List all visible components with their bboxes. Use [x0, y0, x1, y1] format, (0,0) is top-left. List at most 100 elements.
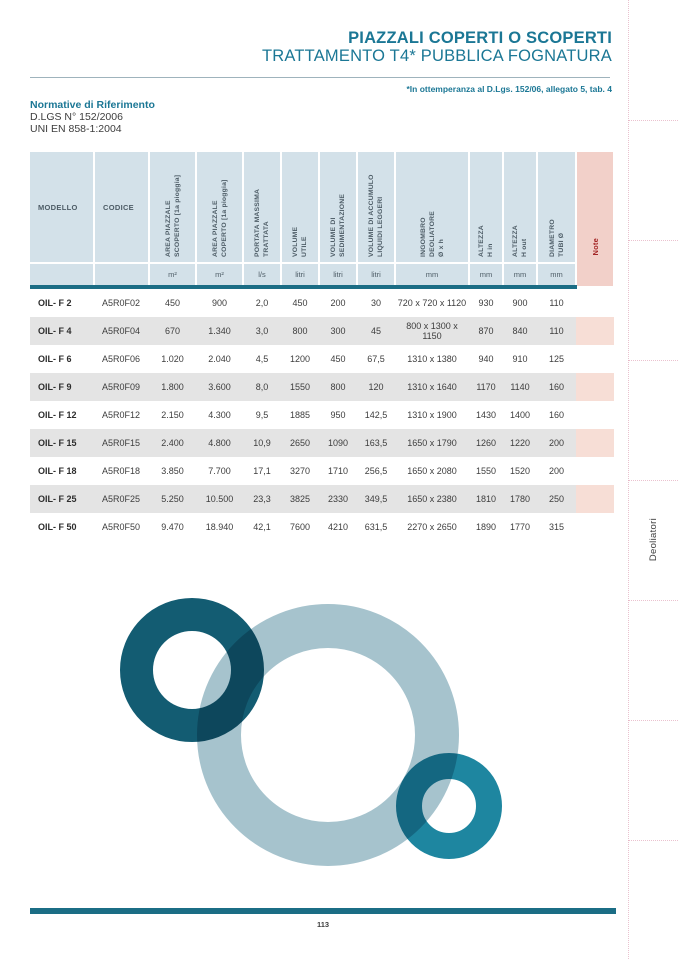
table-cell: A5R0F18 [102, 466, 141, 476]
sidebar-tab-label: Deoliatori [647, 518, 659, 562]
column-header: DIAMETRO TUBI Ø [537, 152, 577, 265]
decorative-ring-large [197, 604, 459, 866]
cut-mark [628, 240, 678, 241]
page-subtitle: TRATTAMENTO T4* PUBBLICA FOGNATURA [262, 47, 612, 65]
cell-model: OIL- F 25 [38, 494, 77, 504]
table-cell: 110 [549, 298, 564, 308]
table-cell: 120 [368, 382, 384, 392]
table-cell: A5R0F09 [102, 382, 141, 392]
footer-bar [30, 908, 616, 914]
table-cell: 840 [512, 326, 528, 336]
cell-note [576, 429, 614, 457]
table-cell: 2.400 [161, 438, 184, 448]
table-cell: 1650 x 2080 [407, 466, 457, 476]
table-row: OIL- F 4 A5R0F04 670 1.340 3,0 800 300 45 800 x … [30, 317, 614, 345]
table-cell: 1780 [509, 494, 531, 504]
table-cell: 800 x 1300 x 1150 [406, 321, 458, 341]
table-cell: 160 [548, 382, 565, 392]
table-cell: 1140 [510, 382, 530, 392]
table-cell: 3825 [289, 494, 311, 504]
cut-mark-vertical [628, 0, 629, 959]
table-cell: 10,9 [253, 438, 271, 448]
table-cell: 200 [548, 466, 565, 476]
table-cell: 2270 x 2650 [407, 522, 457, 532]
normative-item: D.LGS N° 152/2006 [30, 111, 123, 123]
table-cell: 1310 x 1900 [407, 410, 457, 420]
table-cell: 3.600 [208, 382, 231, 392]
cell-model: OIL- F 50 [38, 522, 77, 532]
normative-item: UNI EN 858-1:2004 [30, 123, 122, 135]
cell-note [576, 345, 614, 373]
table-cell: 1.340 [208, 326, 231, 336]
table-cell: 9,5 [255, 410, 269, 420]
table-cell: 18.940 [205, 522, 234, 532]
table-cell: 2,0 [255, 298, 269, 308]
column-header: PORTATA MASSIMA TRATTATA [243, 152, 282, 265]
decorative-ring-dark [120, 598, 264, 742]
column-header-label: VOLUME DI ACCUMULO LIQUIDI LEGGERI [368, 174, 384, 258]
table-cell: 800 [330, 382, 346, 392]
table-cell: 8,0 [255, 382, 269, 392]
column-header: AREA PIAZZALE COPERTO [1a pioggia] [196, 152, 244, 265]
cell-model: OIL- F 4 [38, 326, 72, 336]
table-cell: 315 [548, 522, 565, 532]
table-cell: 720 x 720 x 1120 [397, 298, 467, 308]
cell-note [576, 401, 614, 429]
column-header: VOLUME UTILE [281, 152, 320, 265]
cell-model: OIL- F 2 [38, 298, 72, 308]
table-cell: 1.020 [161, 354, 184, 364]
column-header-label: Note [590, 237, 600, 255]
page-title-block: PIAZZALI COPERTI O SCOPERTI TRATTAMENTO … [262, 29, 612, 65]
table-row: OIL- F 2 A5R0F02 450 900 2,0 450 200 30 720 x 72… [30, 287, 614, 317]
table-cell: 1885 [289, 410, 311, 420]
table-cell: 45 [370, 326, 381, 336]
cell-model: OIL- F 9 [38, 382, 72, 392]
table-cell: 631,5 [364, 522, 388, 532]
cell-note [576, 485, 614, 513]
table-cell: 4.800 [208, 438, 231, 448]
table-cell: 2.150 [161, 410, 184, 420]
column-header-label: ALTEZZA H out [512, 225, 528, 258]
table-cell: 1650 x 1790 [407, 438, 457, 448]
table-cell: 42,1 [253, 522, 271, 532]
cell-note [576, 457, 614, 485]
table-cell: 1220 [509, 438, 531, 448]
column-header-label: INGOMBRO DEOLIATORE Ø x h [419, 211, 445, 258]
table-row: OIL- F 25 A5R0F25 5.250 10.500 23,3 3825 2330 3… [30, 485, 614, 513]
table-cell: 2.040 [208, 354, 231, 364]
table-cell: 250 [548, 494, 565, 504]
table-cell: 7600 [289, 522, 311, 532]
unit-cell [30, 263, 95, 289]
table-row: OIL- F 12 A5R0F12 2.150 4.300 9,5 1885 950 142,… [30, 401, 614, 429]
table-cell: 200 [330, 298, 346, 308]
table-cell: 870 [478, 326, 494, 336]
column-header: CODICE [94, 152, 150, 265]
table-cell: 940 [478, 354, 494, 364]
cut-mark [628, 120, 678, 121]
column-header: INGOMBRO DEOLIATORE Ø x h [395, 152, 470, 265]
unit-cell: litri [281, 263, 320, 289]
compliance-footnote: *In ottemperanza al D.Lgs. 152/06, alleg… [406, 84, 613, 94]
table-cell: 1.800 [161, 382, 184, 392]
table-cell: 800 [292, 326, 308, 336]
table-cell: 23,3 [253, 494, 271, 504]
unit-cell: m² [149, 263, 197, 289]
column-header-label: AREA PIAZZALE COPERTO [1a pioggia] [211, 179, 228, 258]
column-header-label: DIAMETRO TUBI Ø [548, 219, 565, 258]
table-cell: 125 [548, 354, 565, 364]
column-header: VOLUME DI ACCUMULO LIQUIDI LEGGERI [357, 152, 396, 265]
table-cell: 2650 [289, 438, 311, 448]
table-cell: 200 [548, 438, 565, 448]
table-cell: 300 [330, 326, 346, 336]
table-cell: 349,5 [364, 494, 388, 504]
table-cell: A5R0F04 [102, 326, 141, 336]
cut-mark [628, 720, 678, 721]
column-header: VOLUME DI SEDIMENTAZIONE [319, 152, 358, 265]
table-cell: 1550 [475, 466, 497, 476]
table-cell: 1400 [509, 410, 531, 420]
table-cell: 930 [478, 298, 494, 308]
table-cell: 1520 [509, 466, 531, 476]
table-cell: 256,5 [364, 466, 388, 476]
table-cell: 2330 [327, 494, 349, 504]
